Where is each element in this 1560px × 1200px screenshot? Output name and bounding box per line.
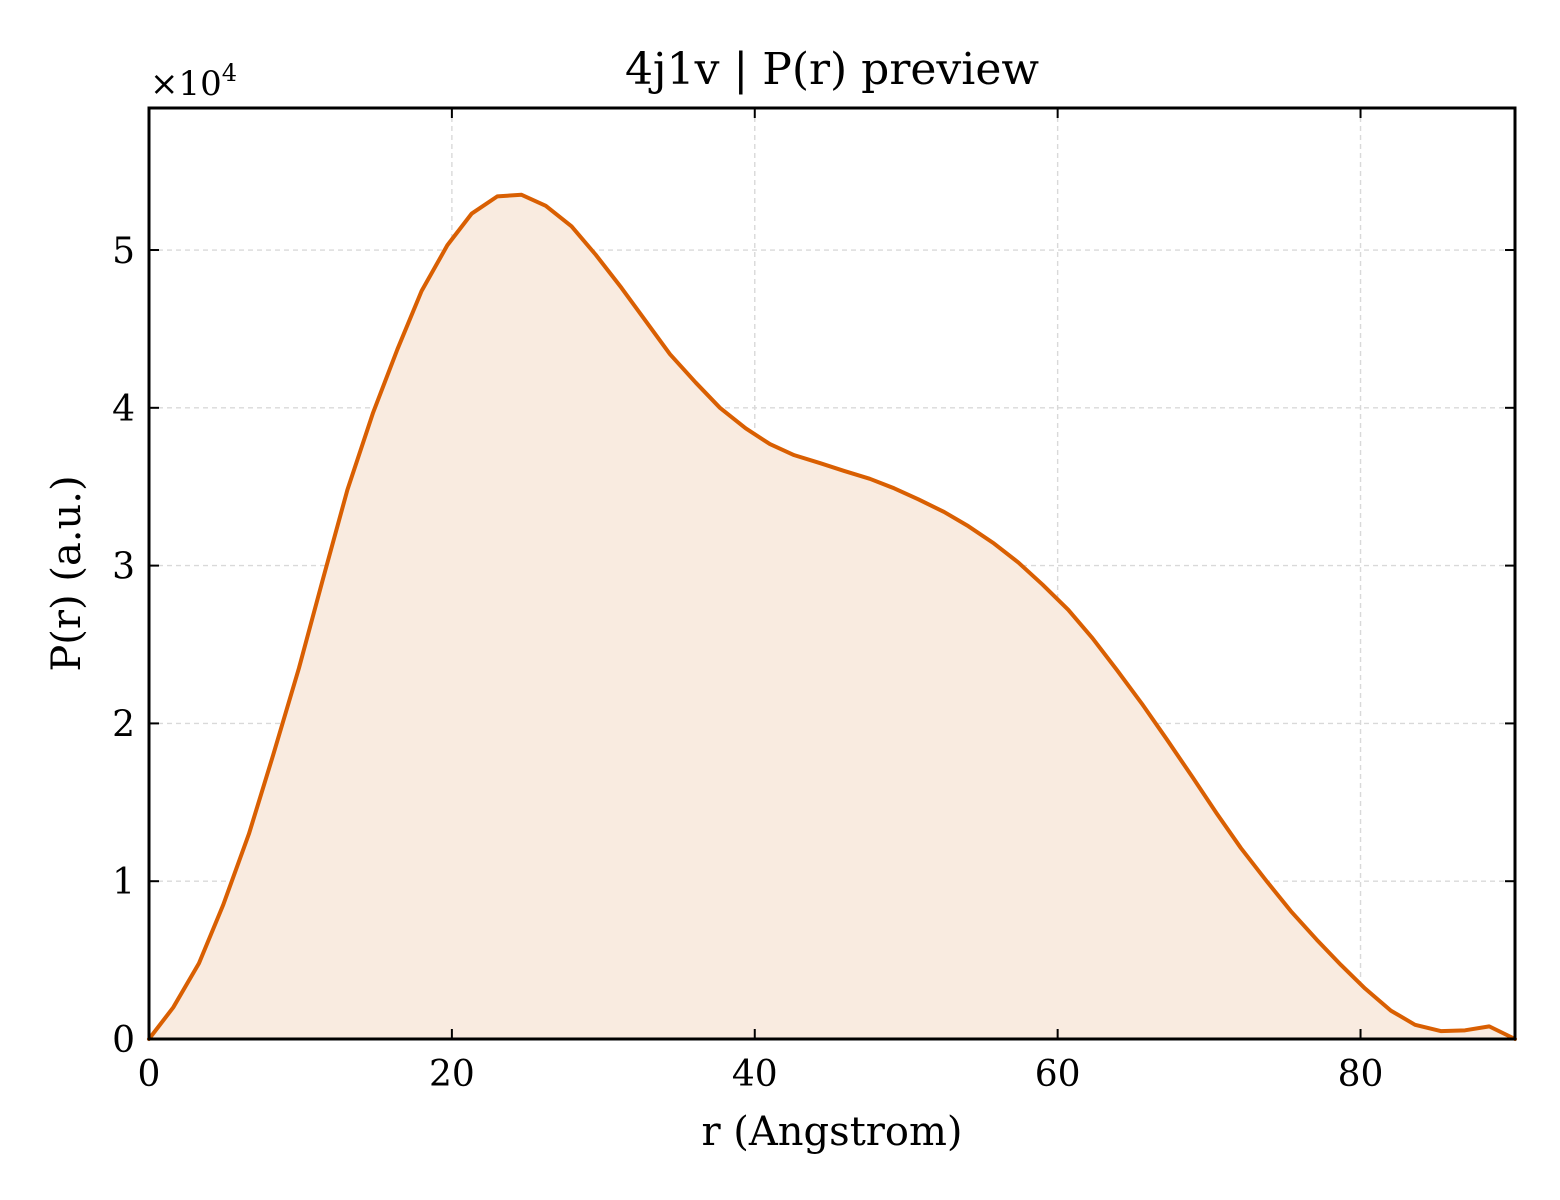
x-axis-title: r (Angstrom) bbox=[701, 1109, 962, 1155]
y-tick-label: 1 bbox=[112, 862, 135, 903]
chart-title: 4j1v | P(r) preview bbox=[625, 44, 1039, 95]
y-axis-multiplier: ×104 bbox=[150, 59, 237, 104]
pr-area-fill bbox=[149, 194, 1515, 1040]
x-tick-label: 80 bbox=[1338, 1054, 1384, 1095]
y-tick-label: 3 bbox=[112, 547, 135, 588]
x-tick-label: 20 bbox=[429, 1054, 475, 1095]
y-tick-label: 2 bbox=[112, 704, 135, 745]
x-tick-label: 40 bbox=[732, 1054, 778, 1095]
pr-series-line bbox=[147, 192, 1517, 1041]
y-tick-label: 5 bbox=[112, 231, 135, 272]
x-tick-label: 0 bbox=[138, 1054, 161, 1095]
axis-ticks: 0 20 40 60 80 0 1 2 3 4 5 bbox=[112, 108, 1515, 1095]
y-tick-label: 4 bbox=[112, 389, 135, 430]
plot-frame bbox=[147, 106, 1517, 1041]
y-axis-title: P(r) (a.u.) bbox=[44, 475, 90, 671]
y-tick-label: 0 bbox=[112, 1020, 135, 1061]
x-tick-label: 60 bbox=[1035, 1054, 1081, 1095]
